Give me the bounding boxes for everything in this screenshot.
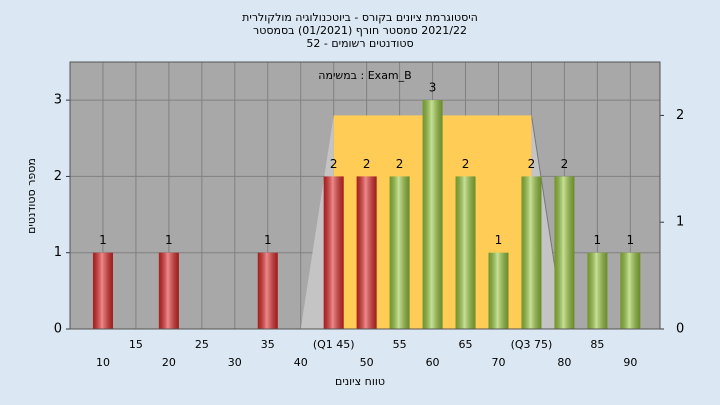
x-tick-label: 40 — [294, 356, 308, 369]
data-label: 2 — [396, 157, 404, 171]
x-tick-label: 70 — [491, 356, 505, 369]
data-label: 1 — [165, 233, 173, 247]
x-tick-label: 20 — [162, 356, 176, 369]
x-tick-label: 10 — [96, 356, 110, 369]
y-axis-label: מספר סטודנטים — [25, 158, 38, 234]
bar-shine — [158, 252, 179, 329]
data-label: 2 — [363, 157, 371, 171]
x-tick-label: 60 — [426, 356, 440, 369]
x-tick-label: 80 — [557, 356, 571, 369]
x-tick-label: 35 — [261, 338, 275, 351]
x-tick-label: (Q3 75) — [511, 338, 553, 351]
y2-tick-label: 2 — [676, 108, 684, 123]
y-tick-label: 2 — [54, 169, 62, 184]
data-label: 3 — [429, 81, 437, 95]
bar-shine — [587, 252, 608, 329]
data-label: 2 — [561, 157, 569, 171]
data-label: 2 — [330, 157, 338, 171]
bar-shine — [257, 252, 278, 329]
x-tick-label: (Q1 45) — [313, 338, 355, 351]
data-label: 2 — [528, 157, 536, 171]
bar-shine — [521, 176, 542, 329]
x-tick-label: 85 — [590, 338, 604, 351]
x-tick-label: 55 — [393, 338, 407, 351]
bar-shine — [323, 176, 344, 329]
x-tick-label: 90 — [623, 356, 637, 369]
bar-shine — [455, 176, 476, 329]
data-label: 2 — [462, 157, 470, 171]
data-label: 1 — [594, 233, 602, 247]
chart-subtitle: סטודנטים רשומים - 52 — [306, 37, 413, 50]
data-label: 1 — [495, 233, 503, 247]
bar-shine — [356, 176, 377, 329]
y-tick-label: 1 — [54, 245, 62, 260]
data-label: 1 — [627, 233, 635, 247]
bar-shine — [389, 176, 410, 329]
bar-shine — [422, 100, 443, 330]
y2-tick-label: 1 — [676, 215, 684, 230]
y2-tick-label: 0 — [676, 322, 684, 337]
chart-title: היסטוגרמת ציונים בקורס - ביוטכנולוגיה מו… — [242, 11, 478, 24]
x-tick-label: 30 — [228, 356, 242, 369]
bar-shine — [488, 252, 509, 329]
x-tick-label: 50 — [360, 356, 374, 369]
x-tick-label: 15 — [129, 338, 143, 351]
x-tick-label: 25 — [195, 338, 209, 351]
data-label: 1 — [264, 233, 272, 247]
bar-shine — [554, 176, 575, 329]
y-tick-label: 0 — [54, 322, 62, 337]
bar-shine — [620, 252, 641, 329]
annotation: במשימה : Exam_B — [318, 69, 411, 82]
x-tick-label: 65 — [459, 338, 473, 351]
data-label: 1 — [99, 233, 107, 247]
y-tick-label: 3 — [54, 93, 62, 108]
chart-subtitle: 2021/22 סמסטר חורף (01/2021) בסמסטר — [253, 24, 467, 37]
x-axis-label: טווח ציונים — [335, 375, 385, 388]
plot-frame — [69, 61, 661, 330]
bar-shine — [92, 252, 113, 329]
